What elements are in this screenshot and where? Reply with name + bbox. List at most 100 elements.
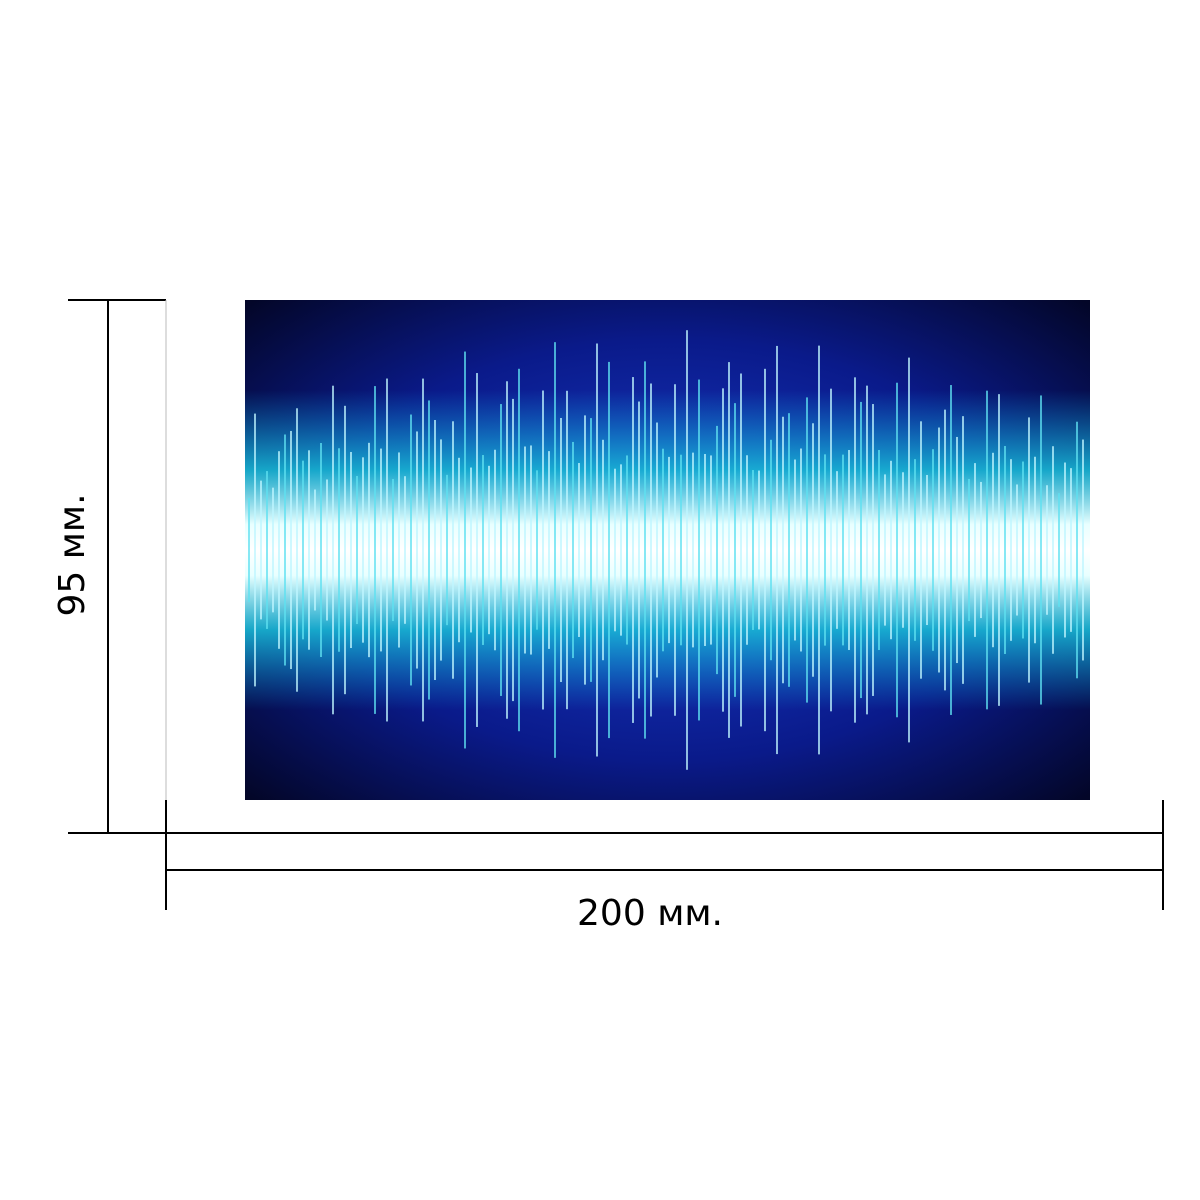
wave-spike (998, 394, 1000, 706)
wave-spike (902, 472, 904, 628)
wave-spike (344, 405, 346, 695)
wave-spike (932, 449, 934, 651)
wave-spike (620, 464, 622, 636)
wave-spike (314, 489, 316, 611)
wave-spike (572, 441, 574, 659)
wave-spike (614, 468, 616, 632)
wave-spike (1076, 421, 1078, 679)
wave-spike (668, 456, 670, 644)
wave-spike (914, 459, 916, 641)
wave-spike (1052, 446, 1054, 654)
wave-spike (452, 421, 454, 679)
wave-spike (788, 413, 790, 687)
wave-spike (782, 416, 784, 684)
wave-spike (578, 463, 580, 637)
wave-spike (506, 381, 508, 719)
wave-spike (632, 377, 634, 723)
wave-spike (956, 436, 958, 664)
wave-spike (752, 470, 754, 630)
wave-spike (536, 470, 538, 630)
wave-spike (254, 413, 256, 687)
wave-spike (368, 442, 370, 658)
wave-spike (938, 427, 940, 673)
wave-spike (308, 450, 310, 650)
wave-spike (1082, 439, 1084, 661)
wave-spike (584, 415, 586, 685)
wave-spike (245, 390, 1090, 710)
wave-spike (800, 448, 802, 652)
wave-spike (674, 384, 676, 716)
wave-spike (590, 418, 592, 682)
wave-spike (836, 471, 838, 629)
wave-spike (392, 478, 394, 622)
wave-spike (944, 409, 946, 691)
wave-spike (1004, 446, 1006, 654)
wave-spike (608, 361, 610, 739)
wave-spike (896, 382, 898, 718)
wave-spike (446, 474, 448, 626)
wave-spike (746, 455, 748, 645)
wave-spike (926, 474, 928, 626)
wave-spike (878, 450, 880, 650)
wave-spike (986, 390, 988, 710)
wave-spike (416, 431, 418, 669)
wave-spike (692, 452, 694, 648)
wave-spike (1034, 456, 1036, 644)
wave-spike (542, 390, 544, 710)
wave-spike (272, 487, 274, 613)
wave-spike (488, 465, 490, 635)
wave-spike (290, 430, 292, 670)
wave-spike (422, 378, 424, 722)
wave-spike (248, 497, 250, 603)
wave-spike (980, 481, 982, 619)
wave-spike (890, 460, 892, 640)
sound-wave (245, 330, 1090, 770)
wave-spike (500, 404, 502, 696)
wave-spike (884, 474, 886, 626)
wave-spike (362, 457, 364, 643)
wave-spike (866, 385, 868, 715)
wave-spike (266, 471, 268, 629)
wave-spike (968, 478, 970, 622)
wave-spike (962, 416, 964, 684)
wave-spike (824, 454, 826, 646)
wave-spike (662, 448, 664, 652)
wave-spike (974, 463, 976, 637)
wave-spike (950, 385, 952, 715)
wave-spike (686, 330, 688, 770)
wave-spike (992, 452, 994, 648)
wave-spike (740, 373, 742, 727)
wave-spike (356, 475, 358, 625)
wave-spike (650, 383, 652, 717)
wave-spike (1046, 485, 1048, 615)
wave-spike (728, 362, 730, 738)
wave-spike (818, 345, 820, 755)
wave-spike (326, 479, 328, 621)
wave-spike (1022, 461, 1024, 639)
wave-spike (476, 373, 478, 727)
wave-spike (626, 455, 628, 645)
wave-spike (734, 403, 736, 697)
wave-spike (560, 417, 562, 683)
height-label: 95 мм. (52, 493, 93, 616)
wave-spike (1040, 395, 1042, 705)
wave-spike (602, 439, 604, 661)
wave-spike (260, 480, 262, 620)
wave-spike (1058, 493, 1060, 607)
wave-spike (494, 449, 496, 651)
wave-spike (434, 420, 436, 680)
wave-spike (530, 445, 532, 655)
wave-spike (320, 443, 322, 657)
wave-spike (278, 451, 280, 649)
wave-spike (680, 454, 682, 646)
wave-spike (644, 361, 646, 739)
wave-spike (566, 390, 568, 710)
wave-spike (794, 459, 796, 641)
wave-spike (830, 388, 832, 712)
width-label: 200 мм. (577, 893, 723, 934)
wave-spike (404, 476, 406, 624)
wave-spike (656, 422, 658, 678)
wave-spike (704, 454, 706, 646)
wave-spike (332, 385, 334, 715)
